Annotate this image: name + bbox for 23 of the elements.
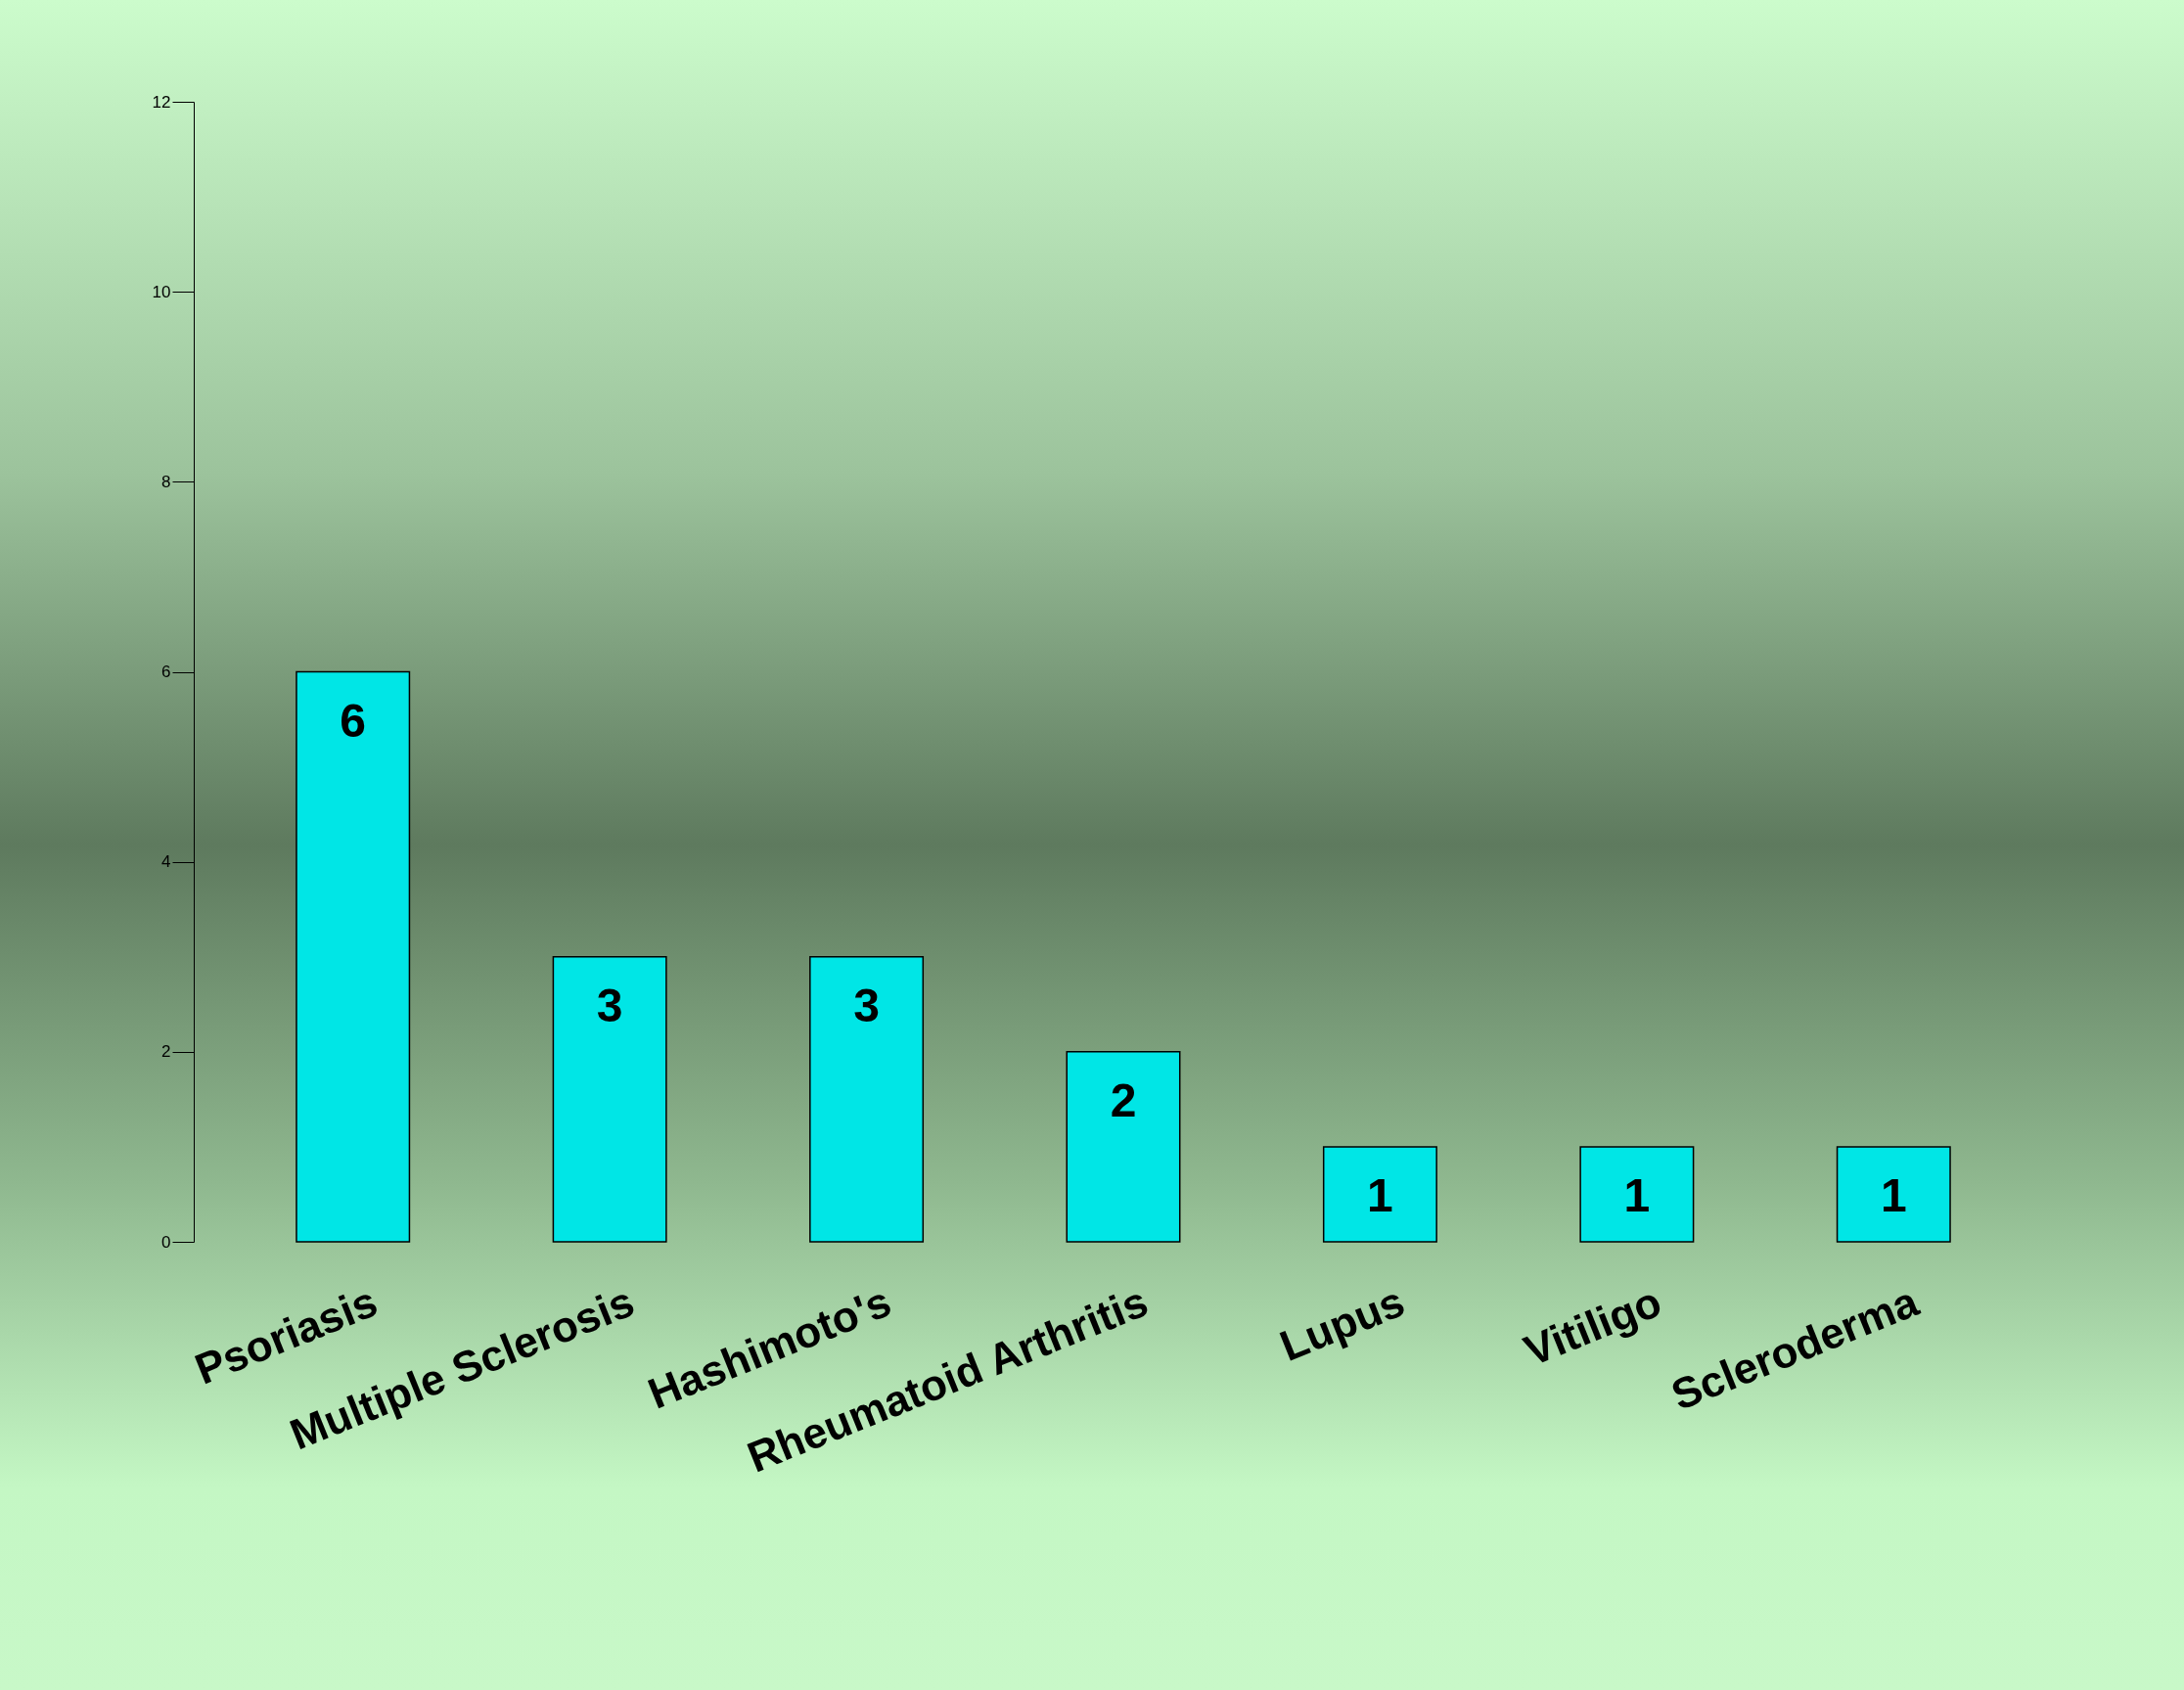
- bar: [552, 956, 667, 1243]
- data-label: 1: [1880, 1168, 1907, 1221]
- data-label: 6: [340, 694, 367, 747]
- data-label: 3: [853, 979, 880, 1031]
- bar: [1579, 1146, 1695, 1243]
- bar: [809, 956, 925, 1243]
- bar: [296, 670, 411, 1243]
- x-tick-label: Lupus: [1273, 1276, 1411, 1370]
- y-tick-label: 8: [161, 472, 171, 491]
- data-label: 1: [1367, 1168, 1393, 1221]
- y-tick-label: 6: [161, 662, 171, 681]
- data-label: 2: [1110, 1073, 1137, 1126]
- y-tick-label: 2: [161, 1042, 171, 1062]
- x-tick-label: Vitiligo: [1517, 1276, 1668, 1375]
- data-label: 3: [596, 979, 623, 1031]
- y-tick-label: 12: [152, 92, 171, 112]
- bar: [1066, 1051, 1181, 1243]
- bar: [1322, 1146, 1437, 1243]
- y-tick-label: 4: [161, 852, 171, 872]
- y-tick-label: 0: [161, 1232, 171, 1252]
- y-tick-label: 10: [152, 282, 171, 301]
- bar: [1836, 1146, 1951, 1243]
- data-label: 1: [1623, 1168, 1651, 1221]
